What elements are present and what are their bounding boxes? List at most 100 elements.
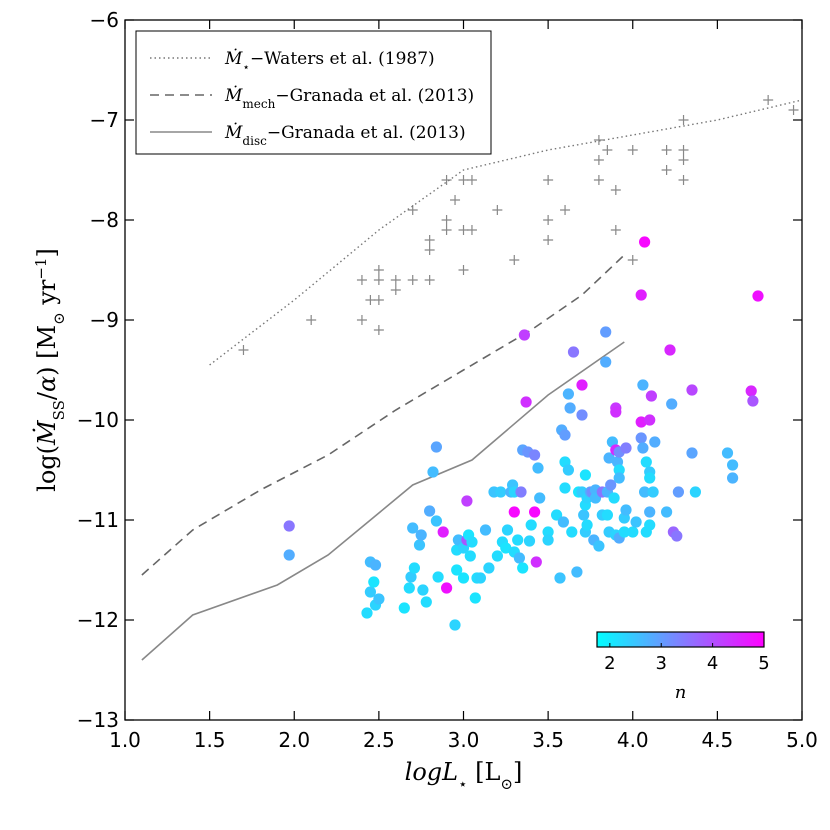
data-point — [661, 506, 673, 518]
data-point — [368, 576, 380, 588]
data-point — [523, 535, 536, 547]
data-point — [644, 506, 656, 518]
data-point — [403, 582, 415, 594]
data-point — [630, 516, 642, 528]
data-point — [508, 506, 520, 518]
y-tick-label: −9 — [90, 308, 119, 332]
cross-marker — [373, 265, 384, 275]
y-tick-label: −6 — [90, 8, 119, 32]
cross-marker — [424, 245, 435, 255]
x-tick-label: 3.0 — [448, 728, 480, 752]
cross-marker — [373, 325, 384, 335]
cross-marker — [678, 115, 689, 125]
cross-marker — [543, 235, 554, 245]
data-point — [551, 509, 563, 521]
cross-marker — [390, 285, 401, 295]
data-point — [464, 550, 476, 562]
data-point — [637, 379, 649, 391]
data-point — [283, 520, 295, 532]
data-point — [605, 479, 617, 491]
data-point — [618, 526, 630, 538]
cross-marker — [678, 145, 689, 155]
data-point — [727, 472, 739, 484]
y-tick-label: −8 — [90, 208, 119, 232]
data-point — [644, 472, 656, 484]
cross-marker — [390, 275, 401, 285]
cross-marker — [492, 205, 503, 215]
x-tick-label: 5.0 — [786, 728, 818, 752]
data-point — [581, 519, 593, 531]
data-point — [520, 396, 532, 408]
cross-marker — [466, 225, 477, 235]
x-tick-label: 2.5 — [363, 728, 395, 752]
data-point — [603, 452, 615, 464]
cross-marker — [373, 275, 384, 285]
data-point — [664, 344, 676, 356]
cross-marker — [509, 255, 520, 265]
cross-marker — [238, 345, 249, 355]
y-tick-label: −12 — [77, 608, 119, 632]
x-tick-label: 4.5 — [701, 728, 733, 752]
data-point — [466, 536, 478, 548]
data-point — [562, 388, 575, 400]
data-point — [452, 534, 464, 546]
data-point — [727, 459, 739, 471]
cross-marker — [560, 205, 571, 215]
cross-marker — [458, 225, 469, 235]
data-point — [518, 329, 531, 341]
model-lines — [141, 99, 803, 661]
data-point — [686, 447, 698, 459]
x-axis-label: logL⋆ [L⊙] — [405, 758, 523, 793]
data-point — [437, 526, 449, 538]
data-point — [542, 534, 554, 546]
cross-marker — [458, 265, 469, 275]
data-point — [747, 395, 759, 407]
cross-marker — [450, 195, 461, 205]
cross-marker — [678, 155, 689, 165]
y-tick-label: −10 — [77, 408, 119, 432]
y-tick-label: −13 — [77, 708, 119, 732]
data-point — [451, 564, 463, 576]
colorbar-label: n — [675, 682, 687, 703]
colorbar-tick-label: 5 — [758, 653, 769, 674]
data-point — [576, 379, 588, 391]
data-point — [635, 289, 647, 301]
x-tick-label: 4.0 — [617, 728, 649, 752]
data-point — [427, 466, 439, 478]
x-tick-label: 3.5 — [532, 728, 564, 752]
data-point — [405, 571, 417, 583]
data-point — [620, 442, 632, 454]
data-point — [449, 619, 461, 631]
cross-marker — [627, 145, 638, 155]
cross-marker — [602, 145, 613, 155]
data-point — [640, 456, 652, 468]
cross-marker — [661, 145, 672, 155]
cross-marker — [593, 175, 604, 185]
cross-marker — [356, 315, 367, 325]
cross-marker — [610, 225, 621, 235]
data-point — [593, 540, 605, 552]
data-point — [620, 504, 632, 516]
cross-marker — [661, 165, 672, 175]
data-point — [469, 592, 481, 604]
colorbar-tick-label: 2 — [604, 653, 615, 674]
data-point — [534, 492, 546, 504]
data-point — [398, 602, 410, 614]
y-tick-label: −7 — [90, 108, 119, 132]
data-point — [417, 584, 429, 596]
data-point — [745, 385, 757, 397]
data-point — [637, 442, 649, 454]
data-point — [461, 495, 473, 507]
legend-entry-label: Ṁmech−Granada et al. (2013) — [224, 85, 474, 111]
x-tick-label: 2.0 — [278, 728, 310, 752]
colorbar-gradient — [596, 631, 765, 648]
data-point — [600, 356, 612, 368]
data-point — [635, 416, 647, 428]
data-point — [721, 447, 734, 459]
data-point — [532, 462, 544, 474]
legend-entry-label: Ṁ⋆−Waters et al. (1987) — [224, 48, 435, 74]
cross-marker — [306, 315, 317, 325]
data-point — [639, 236, 651, 248]
data-point — [424, 505, 436, 517]
colorbar-tick-label: 4 — [707, 653, 718, 674]
